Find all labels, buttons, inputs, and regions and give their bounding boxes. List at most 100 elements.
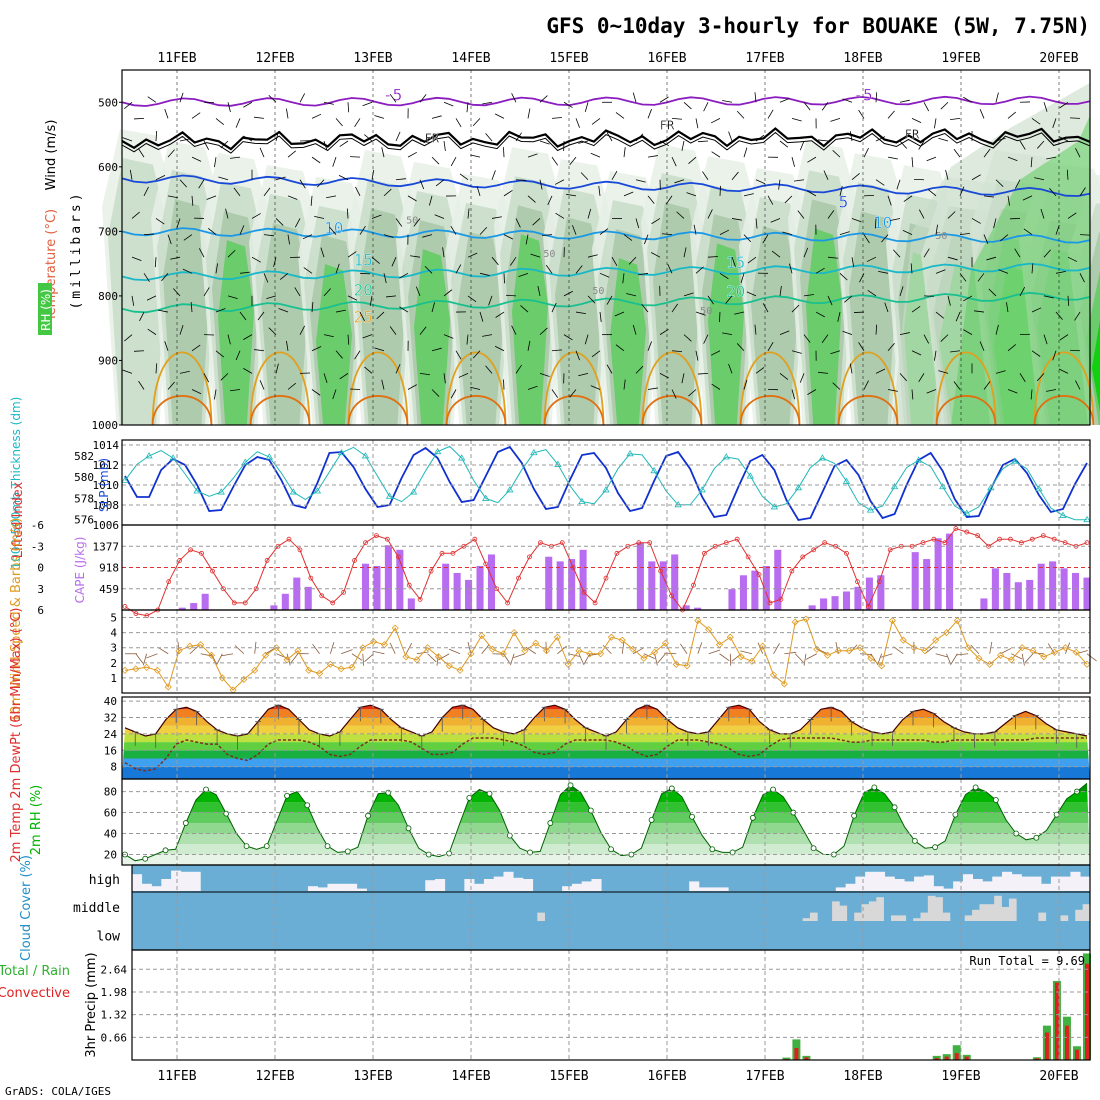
thickness-tick-label: 576	[74, 514, 94, 527]
wind-barb	[722, 332, 733, 336]
date-label-top: 13FEB	[353, 51, 392, 66]
wind-barb	[926, 389, 937, 394]
wind-barb	[424, 265, 433, 274]
wind-barb	[977, 273, 985, 282]
lifted-index-marker	[1051, 536, 1057, 542]
isotherm-25	[739, 351, 801, 426]
wind-barb	[503, 147, 505, 158]
wind-barb	[443, 289, 453, 297]
wind-barb-10m	[643, 653, 655, 660]
wind-barb	[993, 218, 997, 229]
isotherm-label: 20	[354, 280, 373, 299]
wind-barb	[364, 134, 373, 142]
wind-barb-10m	[157, 647, 169, 655]
rh-shading	[653, 202, 701, 425]
wind-barb	[179, 325, 184, 335]
wind-speed-marker	[478, 632, 486, 640]
lifted-index-marker	[308, 575, 314, 581]
cloud-middle-cell	[854, 912, 862, 921]
wind-barb	[863, 194, 875, 197]
isotherm-30	[151, 395, 213, 426]
cloud-row-label: low	[97, 930, 121, 945]
wind-barb	[863, 148, 869, 158]
wind-barb	[286, 340, 289, 351]
wind-barb	[326, 195, 337, 199]
wind-barb	[251, 213, 261, 219]
wind-barb	[347, 334, 350, 345]
wind-barb	[827, 256, 838, 259]
wind-speed-marker	[305, 666, 313, 674]
wind-barb	[743, 147, 748, 158]
wind-barb	[719, 185, 721, 196]
temp-minmax-bar	[1012, 715, 1019, 730]
wind-barb	[632, 92, 637, 103]
wind-barb	[1006, 302, 1009, 313]
wind-barb	[940, 101, 949, 110]
wind-barb	[146, 295, 157, 301]
cloud-high-cell	[493, 876, 504, 891]
wind-barb	[1069, 349, 1081, 352]
pressure-axis-label: (millibars)	[69, 190, 84, 309]
cloud-high-cell	[483, 879, 494, 891]
wind-barb-10m	[513, 653, 526, 659]
wind-barb-10m	[773, 643, 780, 654]
cloud-high-cell	[513, 877, 524, 891]
isotherm-25	[445, 351, 507, 426]
wind-barb	[138, 380, 145, 390]
pressure-tick-label: 500	[98, 96, 118, 109]
cloud-high-cell	[180, 871, 191, 891]
wind-barb	[707, 295, 714, 305]
wind-barb	[1055, 311, 1063, 320]
wind-barb	[527, 153, 538, 158]
wind-barb	[161, 273, 169, 282]
wind-barb	[815, 267, 825, 274]
date-label-top: 18FEB	[843, 51, 882, 66]
precip-tick-label: 1.32	[101, 1009, 128, 1022]
lifted-index-marker	[669, 593, 674, 599]
wind-speed-marker	[953, 616, 961, 625]
cloud-high-cell	[865, 871, 876, 891]
isotherm-0-double	[121, 131, 1091, 154]
rh-marker	[709, 846, 716, 853]
wind-speed-marker	[326, 660, 334, 668]
wind-barb	[467, 252, 478, 258]
lifted-index-marker	[1019, 540, 1024, 546]
wind-barb	[147, 328, 157, 335]
wind-barb	[1014, 248, 1021, 258]
wind-barb	[995, 137, 1006, 142]
wind-barb-10m	[568, 653, 580, 657]
wind-barb	[346, 208, 349, 219]
wind-barb	[1075, 380, 1081, 390]
wind-speed-marker	[218, 674, 226, 682]
cape-bar	[648, 561, 656, 610]
wind-barb	[317, 179, 325, 188]
wind-barb	[354, 118, 361, 128]
wind-barb-10m	[436, 653, 439, 666]
cape-bar	[487, 554, 496, 610]
wind-barb	[623, 234, 633, 241]
wind-barb-10m	[602, 644, 612, 655]
wind-barb	[688, 156, 697, 164]
wind-barb	[575, 118, 580, 128]
wind-speed-marker	[640, 654, 648, 662]
temp-minmax-bar	[418, 735, 425, 750]
wind-speed-marker	[315, 669, 324, 677]
wind-barb	[719, 229, 730, 235]
cape-bar	[281, 593, 289, 610]
thickness-marker	[746, 472, 755, 479]
wind-barb	[1067, 256, 1078, 262]
wind-barb	[491, 256, 499, 266]
rh-shading	[261, 223, 309, 425]
cloud-high-cell	[1070, 871, 1081, 891]
rh-marker	[344, 848, 351, 855]
wind-barb-10m	[448, 648, 461, 655]
temp-minmax-bar	[991, 731, 998, 746]
thickness-marker	[578, 497, 586, 505]
precip-total-bar	[952, 1045, 961, 1060]
wind-barb	[257, 311, 265, 321]
wind-barb	[279, 273, 289, 280]
wind-speed-marker	[240, 675, 248, 683]
lifted-index-marker	[527, 554, 532, 560]
pressure-tick-label: 1000	[92, 419, 119, 432]
wind-speed-marker	[629, 645, 637, 653]
